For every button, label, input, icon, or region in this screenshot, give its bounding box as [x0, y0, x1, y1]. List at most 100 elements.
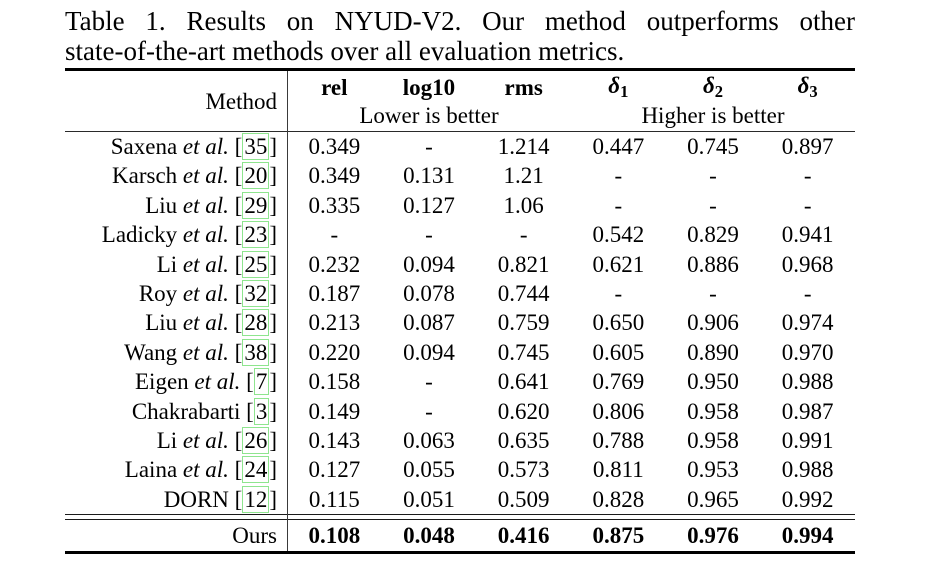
cell-rms: 1.06 [503, 192, 544, 218]
method-etal: et al. [182, 163, 229, 189]
cell-rel: 0.187 [308, 280, 361, 306]
citation-number[interactable]: 3 [253, 397, 270, 425]
cell-delta2: 0.965 [687, 486, 739, 512]
table-header: Method rel log10 rms δ1 δ2 δ3 Lower is b… [65, 71, 855, 132]
cell-log10: 0.087 [403, 310, 455, 336]
cell-log10: - [425, 134, 433, 159]
cell-log10: 0.127 [403, 192, 455, 218]
cell-delta3: - [803, 192, 812, 218]
method-name: Liu [145, 310, 178, 336]
citation-number[interactable]: 23 [242, 221, 270, 249]
cell-delta3: 0.897 [781, 134, 834, 159]
cell-delta1: 0.811 [592, 457, 644, 483]
cell-log10: 0.094 [403, 251, 455, 277]
method-etal: et al. [182, 222, 229, 248]
table-row: Wang et al. [38] 0.220 0.094 0.745 0.605… [65, 338, 855, 367]
cell-delta3: - [803, 280, 812, 306]
citation-link[interactable]: [26] [235, 426, 277, 454]
delta-symbol: δ [608, 72, 621, 98]
cell-delta3: 0.970 [781, 339, 834, 365]
method-name: Eigen [135, 369, 189, 395]
citation-link[interactable]: [7] [246, 368, 277, 396]
cell-delta2: 0.890 [687, 339, 739, 365]
citation-link[interactable]: [23] [234, 221, 277, 249]
citation-link[interactable]: [32] [235, 279, 277, 307]
cell-rel: 0.127 [308, 457, 361, 483]
col-header-rel: rel [321, 74, 348, 100]
bracket-open: [ [234, 192, 243, 218]
citation-number[interactable]: 38 [242, 338, 270, 366]
cell-delta2: 0.976 [687, 523, 739, 549]
bracket-close: ] [269, 163, 277, 189]
method-etal: et al. [182, 339, 229, 365]
citation-number[interactable]: 32 [242, 279, 270, 307]
cell-delta2: - [709, 192, 717, 218]
citation-link[interactable]: [29] [234, 191, 277, 219]
table-row: Eigen et al. [7] 0.158 - 0.641 0.769 0.9… [65, 367, 855, 396]
cell-log10: 0.094 [403, 339, 455, 365]
cell-delta3: 0.991 [781, 427, 834, 453]
cell-rms: 0.416 [497, 523, 550, 549]
table-row: DORN [12] 0.115 0.051 0.509 0.828 0.965 … [65, 485, 855, 514]
cell-rel: - [330, 222, 339, 248]
method-name: Liu [145, 192, 178, 218]
method-cell: Karsch et al. [20] [65, 161, 287, 190]
bracket-close: ] [269, 222, 277, 248]
citation-number[interactable]: 20 [242, 162, 270, 190]
bracket-open: [ [234, 163, 243, 189]
table-row: Roy et al. [32] 0.187 0.078 0.744 - - - [65, 279, 855, 308]
bracket-open: [ [234, 222, 243, 248]
bracket-open: [ [234, 251, 243, 277]
cell-rms: 0.573 [497, 457, 550, 483]
method-etal: et al. [182, 134, 229, 159]
ours-label: Ours [232, 523, 277, 549]
method-name: Karsch [112, 163, 178, 189]
bracket-open: [ [246, 369, 254, 395]
bracket-close: ] [269, 310, 277, 336]
cell-delta2: 0.886 [687, 251, 739, 277]
citation-number[interactable]: 29 [242, 191, 270, 219]
bracket-close: ] [269, 427, 277, 453]
cell-delta2: 0.745 [687, 134, 739, 159]
method-etal: et al. [182, 280, 229, 306]
citation-number[interactable]: 35 [242, 133, 270, 160]
citation-link[interactable]: [12] [235, 485, 277, 513]
bracket-open: [ [234, 310, 243, 336]
cell-delta3: 0.968 [781, 251, 834, 277]
citation-link[interactable]: [38] [234, 338, 277, 366]
cell-rel: 0.220 [308, 339, 361, 365]
citation-link[interactable]: [20] [234, 162, 277, 190]
citation-link[interactable]: [35] [235, 133, 277, 160]
citation-link[interactable]: [28] [234, 309, 277, 337]
cell-rel: 0.149 [308, 398, 361, 424]
cell-delta1: 0.447 [592, 134, 645, 159]
cell-delta3: 0.988 [781, 457, 834, 483]
citation-number[interactable]: 28 [242, 309, 270, 337]
citation-number[interactable]: 26 [242, 426, 270, 454]
citation-number[interactable]: 25 [242, 250, 270, 278]
cell-rms: - [519, 222, 528, 248]
citation-link[interactable]: [3] [246, 397, 277, 425]
cell-delta1: 0.542 [592, 222, 645, 248]
citation-link[interactable]: [25] [234, 250, 277, 278]
table-caption-line2: state-of-the-art methods over all evalua… [65, 36, 625, 66]
cell-rel: 0.143 [308, 427, 361, 453]
bracket-close: ] [269, 369, 277, 395]
citation-link[interactable]: [24] [235, 456, 277, 484]
method-cell: Chakrabarti [3] [65, 397, 287, 426]
bracket-close: ] [269, 339, 277, 365]
bracket-open: [ [234, 339, 243, 365]
cell-delta3: 0.994 [781, 523, 834, 549]
method-cell: Li et al. [26] [65, 426, 287, 455]
method-etal: et al. [194, 369, 241, 395]
bracket-close: ] [269, 192, 277, 218]
bracket-close: ] [269, 457, 277, 483]
cell-delta1: 0.621 [592, 251, 645, 277]
cell-rel: 0.108 [308, 523, 361, 549]
method-cell: Laina et al. [24] [65, 455, 287, 484]
cell-log10: 0.048 [403, 523, 455, 549]
citation-number[interactable]: 24 [242, 456, 270, 484]
citation-number[interactable]: 7 [253, 368, 270, 396]
cell-delta2: 0.829 [687, 222, 739, 248]
citation-number[interactable]: 12 [242, 485, 270, 513]
